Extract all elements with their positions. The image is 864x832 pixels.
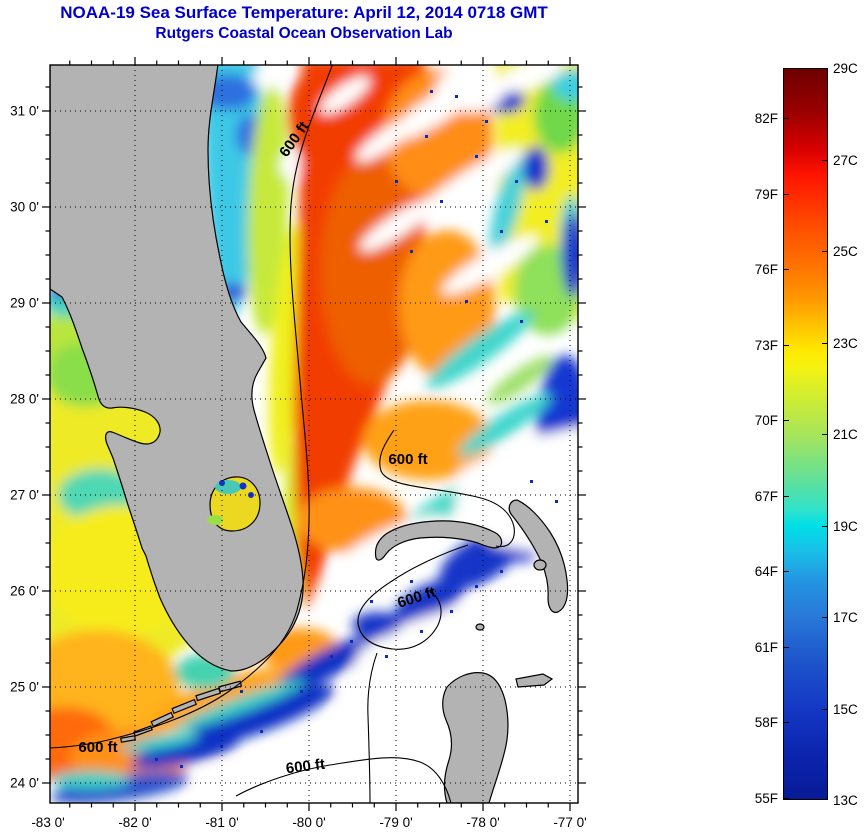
colorbar-celsius-label: 19C [833, 518, 858, 534]
colorbar-celsius-label: 25C [833, 244, 858, 259]
page-subtitle: Rutgers Coastal Ocean Observation Lab [155, 25, 453, 42]
y-axis-label: 26 0' [10, 584, 39, 599]
colorbar-celsius-label: 15C [833, 701, 858, 717]
page-title: NOAA-19 Sea Surface Temperature: April 1… [60, 3, 548, 22]
x-axis-label: -80 0' [292, 815, 325, 830]
colorbar-fahrenheit-tick [784, 193, 789, 195]
x-axis-label: -79 0' [379, 815, 412, 830]
y-axis-label: 29 0' [10, 296, 39, 311]
colorbar-fahrenheit-label: 67F [754, 488, 778, 504]
berry-islands [515, 673, 554, 688]
y-axis-label: 25 0' [10, 680, 39, 695]
colorbar-fahrenheit-tick [784, 118, 789, 119]
abaco-island [508, 499, 569, 613]
y-axis-label: 24 0' [10, 776, 39, 791]
colorbar-celsius-tick [822, 342, 828, 344]
colorbar-celsius-tick [822, 251, 828, 252]
colorbar-fahrenheit-label: 79F [754, 186, 778, 202]
contour-label: 600 ft [285, 756, 326, 778]
cloud-edge-speckles [155, 90, 558, 768]
x-axis-label: -82 0' [118, 815, 151, 830]
x-axis-label: -81 0' [205, 815, 238, 830]
colorbar-celsius-label: 27C [833, 152, 858, 168]
colorbar-fahrenheit-tick [784, 646, 789, 648]
colorbar-celsius-tick [822, 159, 828, 161]
colorbar-celsius-label: 23C [833, 335, 858, 351]
colorbar-celsius-label: 17C [833, 610, 858, 625]
grand-bahama-island [374, 520, 503, 561]
colorbar-fahrenheit-label: 70F [754, 413, 778, 429]
colorbar-fahrenheit-label: 58F [754, 715, 778, 731]
bathymetry-contours [50, 65, 515, 803]
colorbar-fahrenheit-tick [784, 495, 789, 497]
axis-ticks [42, 57, 586, 811]
colorbar-fahrenheit-tick [784, 344, 789, 346]
florida-keys [120, 680, 243, 743]
colorbar-fahrenheit-tick [784, 571, 789, 573]
y-axis-label: 27 0' [10, 488, 39, 503]
x-axis-label: -77 0' [553, 815, 586, 830]
bimini-island [475, 623, 485, 631]
colorbar-celsius-label: 13C [833, 793, 858, 808]
colorbar-fahrenheit-label: 82F [754, 111, 778, 126]
x-axis-label: -83 0' [31, 815, 64, 830]
colorbar-celsius-label: 21C [833, 427, 858, 442]
colorbar-celsius-label: 29C [833, 61, 858, 76]
andros-island [442, 672, 509, 803]
sst-field [50, 65, 578, 803]
colorbar-fahrenheit-tick [784, 269, 789, 271]
colorbar-fahrenheit-label: 64F [754, 564, 778, 580]
colorbar-celsius-tick [822, 434, 828, 435]
colorbar-celsius-tick [822, 525, 828, 527]
colorbar-celsius-tick [822, 708, 828, 710]
y-axis-label: 30 0' [10, 200, 39, 215]
axes-box [49, 64, 579, 804]
colorbar-fahrenheit-tick [784, 797, 789, 799]
small-island [533, 559, 547, 571]
axis-labels: -83 0' -82 0' -81 0' -80 0' -79 0' -78 0' -77 … [10, 104, 587, 831]
colorbar-fahrenheit-label: 73F [754, 337, 778, 353]
colorbar-fahrenheit-label: 76F [754, 262, 778, 278]
colorbar-fahrenheit-tick [784, 722, 789, 724]
colorbar-celsius-tick [822, 617, 828, 618]
colorbar-fahrenheit-tick [784, 420, 789, 422]
x-axis-label: -78 0' [466, 815, 499, 830]
graticule [50, 65, 578, 803]
colorbar-fahrenheit-label: 55F [754, 790, 778, 806]
colorbar [783, 68, 828, 800]
y-axis-label: 28 0' [10, 392, 39, 407]
y-axis-label: 31 0' [10, 104, 39, 119]
colorbar-fahrenheit-label: 61F [754, 639, 778, 655]
contour-label: 600 ft [388, 451, 427, 468]
contour-label: 600 ft [78, 739, 117, 756]
